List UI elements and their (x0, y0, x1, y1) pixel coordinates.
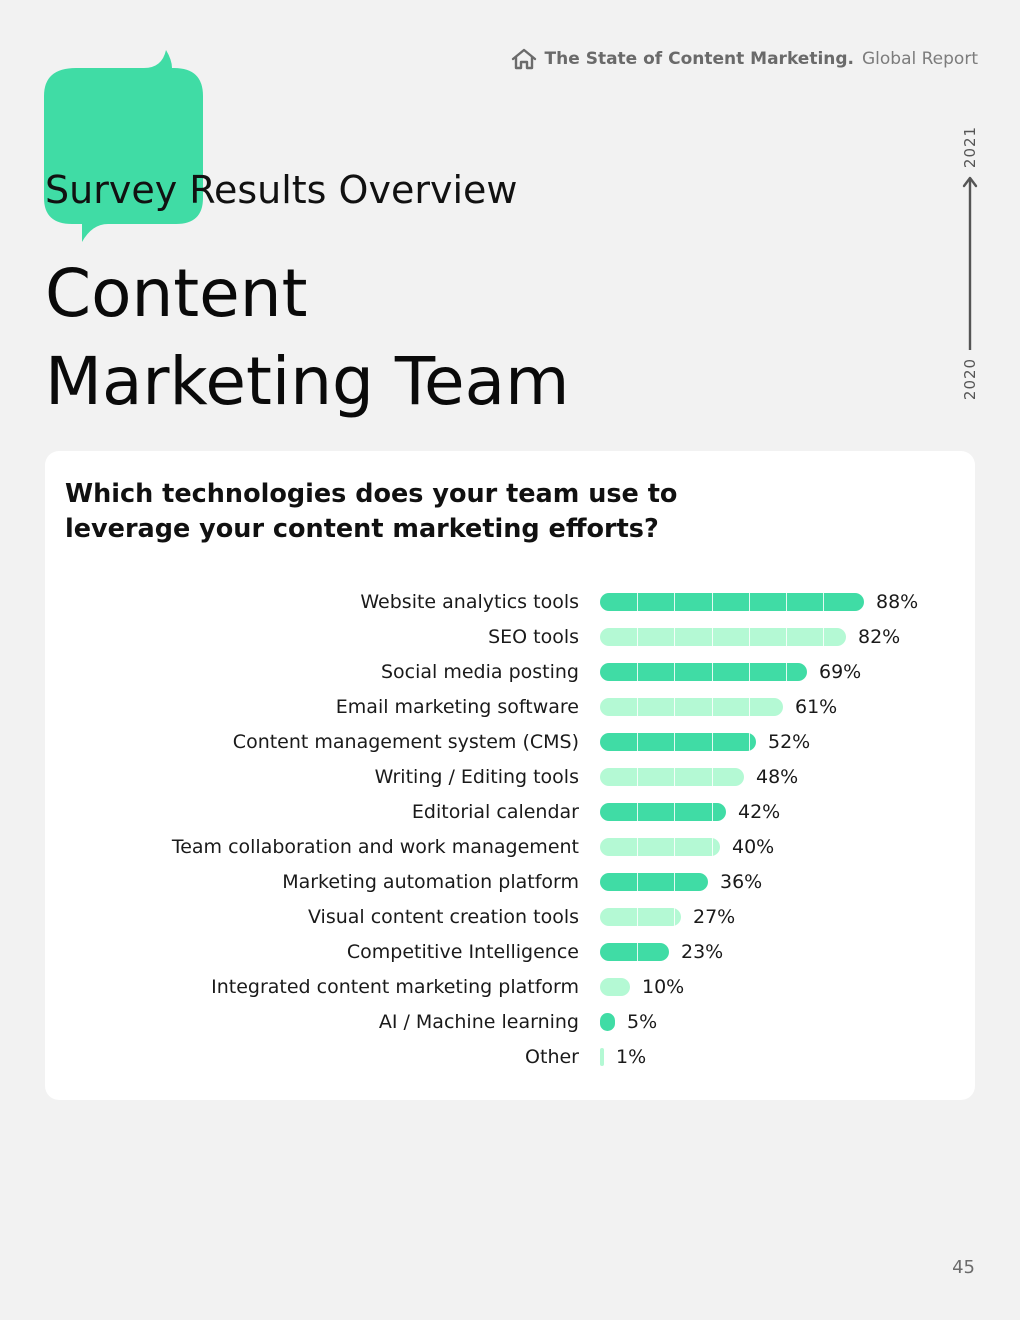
chart-row: Writing / Editing tools 48% (45, 759, 975, 794)
value-label: 52% (768, 731, 811, 753)
chart-row: Competitive Intelligence 23% (45, 934, 975, 969)
year-timeline: 2021 2020 (950, 120, 990, 410)
value-label: 27% (693, 906, 736, 928)
chart-row: Website analytics tools 88% (45, 584, 975, 619)
category-label: Team collaboration and work management (171, 836, 579, 858)
category-label: Social media posting (380, 661, 579, 683)
chart-row: Email marketing software 61% (45, 689, 975, 724)
chart-row: Integrated content marketing platform 10% (45, 969, 975, 1004)
value-label: 23% (681, 941, 724, 963)
section-title: Survey Results Overview (45, 168, 518, 212)
bar (600, 1013, 615, 1031)
category-label: Writing / Editing tools (374, 766, 579, 788)
value-label: 5% (627, 1011, 658, 1033)
category-label: Integrated content marketing platform (211, 976, 579, 998)
chart-row: AI / Machine learning 5% (45, 1004, 975, 1039)
chart-row: Team collaboration and work management 40… (45, 829, 975, 864)
report-title-bold: The State of Content Marketing. (544, 49, 854, 69)
speech-bubble-decoration (44, 50, 203, 242)
value-label: 82% (858, 626, 901, 648)
page-title-line-2: Marketing Team (45, 343, 570, 420)
value-label: 61% (795, 696, 838, 718)
category-label: AI / Machine learning (378, 1011, 579, 1033)
chart-title-line-2: leverage your content marketing efforts? (65, 514, 659, 544)
bar (600, 663, 807, 681)
bar (600, 978, 630, 996)
value-label: 69% (819, 661, 862, 683)
bar (600, 628, 846, 646)
bar (600, 1048, 604, 1066)
bar (600, 873, 708, 891)
category-label: Email marketing software (335, 696, 579, 718)
value-label: 1% (616, 1046, 647, 1068)
value-label: 42% (738, 801, 781, 823)
bar (600, 593, 864, 611)
category-label: Other (525, 1046, 579, 1068)
home-icon[interactable] (511, 48, 537, 70)
timeline-arrow (962, 176, 978, 350)
value-label: 40% (732, 836, 775, 858)
category-label: Marketing automation platform (282, 871, 579, 893)
chart-row: Marketing automation platform 36% (45, 864, 975, 899)
chart-title-line-1: Which technologies does your team use to (65, 479, 678, 509)
bar (600, 908, 681, 926)
category-label: Competitive Intelligence (346, 941, 579, 963)
chart-row: Other 1% (45, 1039, 975, 1074)
bar (600, 803, 726, 821)
bar (600, 838, 720, 856)
timeline-start-year: 2020 (961, 357, 979, 401)
value-label: 10% (642, 976, 685, 998)
page-title: Content Marketing Team (45, 250, 569, 426)
chart-card: Which technologies does your team use to… (45, 451, 975, 1100)
chart-row: Social media posting 69% (45, 654, 975, 689)
value-label: 36% (720, 871, 763, 893)
chart-row: Content management system (CMS) 52% (45, 724, 975, 759)
bar (600, 943, 669, 961)
category-label: SEO tools (488, 626, 579, 648)
bar (600, 698, 783, 716)
category-label: Content management system (CMS) (232, 731, 579, 753)
page-title-line-1: Content (45, 255, 308, 332)
chart-row: Editorial calendar 42% (45, 794, 975, 829)
bar (600, 733, 756, 751)
report-title-light: Global Report (862, 49, 978, 69)
report-header: The State of Content Marketing. Global R… (511, 48, 978, 70)
timeline-end-year: 2021 (961, 125, 979, 169)
category-label: Visual content creation tools (307, 906, 579, 928)
bar-chart: Website analytics tools 88% SEO tools 82% So… (45, 451, 975, 1100)
bar (600, 768, 744, 786)
page-number: 45 (952, 1257, 975, 1278)
chart-row: SEO tools 82% (45, 619, 975, 654)
value-label: 88% (876, 591, 919, 613)
chart-row: Visual content creation tools 27% (45, 899, 975, 934)
category-label: Editorial calendar (411, 801, 579, 823)
chart-title: Which technologies does your team use to… (65, 477, 705, 547)
category-label: Website analytics tools (360, 591, 579, 613)
value-label: 48% (756, 766, 799, 788)
